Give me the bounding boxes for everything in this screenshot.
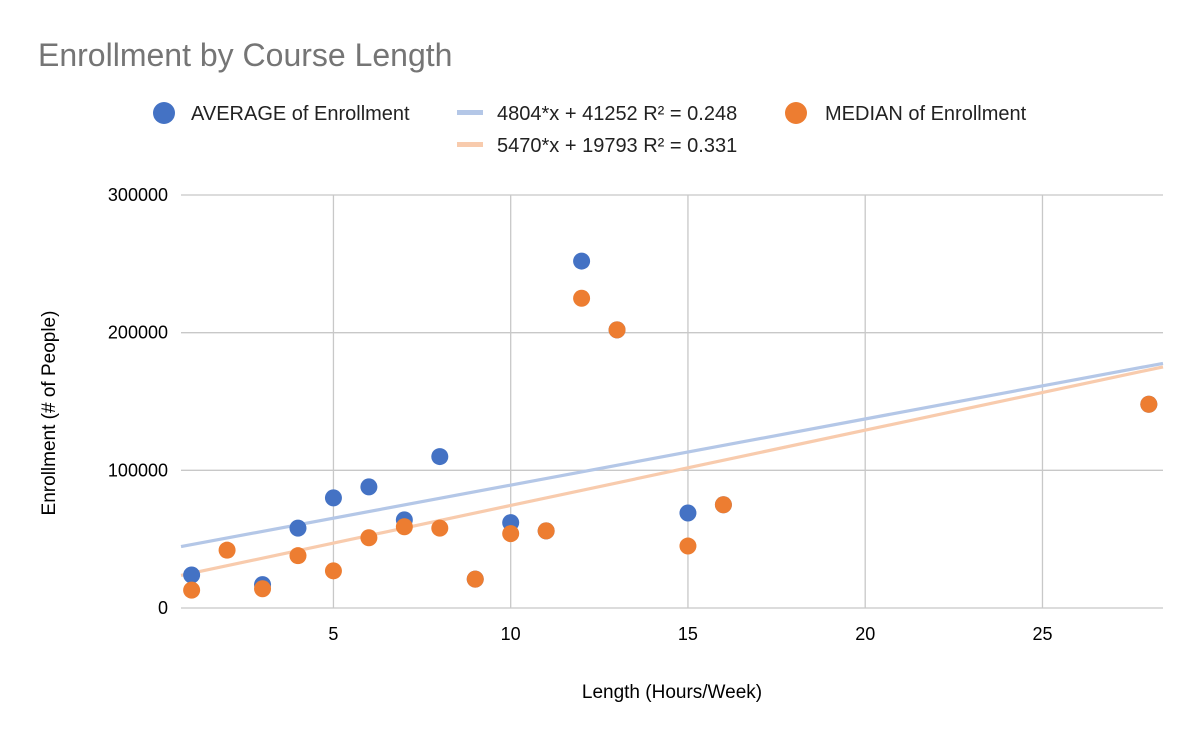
legend-trendline-median (457, 142, 483, 147)
median-point (502, 525, 520, 543)
trendlines (180, 361, 1164, 578)
median-point (218, 541, 236, 559)
median-point (183, 581, 201, 599)
median-point (537, 522, 555, 540)
legend-marker-median (785, 102, 807, 124)
x-tick-label: 25 (1032, 624, 1052, 644)
trendline-average (180, 361, 1164, 549)
x-tick-label: 10 (501, 624, 521, 644)
data-points (183, 252, 1158, 599)
legend-label-average: AVERAGE of Enrollment (191, 103, 410, 125)
median-point (466, 570, 484, 588)
median-point (714, 496, 732, 514)
average-point (431, 448, 449, 466)
average-point (289, 519, 307, 537)
grid (181, 194, 1163, 609)
legend-label-median: MEDIAN of Enrollment (825, 103, 1027, 125)
chart-title: Enrollment by Course Length (38, 37, 452, 73)
average-point (324, 489, 342, 507)
average-point (360, 478, 378, 496)
legend-marker-average (153, 102, 175, 124)
median-point (1140, 395, 1158, 413)
median-point (679, 537, 697, 555)
median-point (360, 529, 378, 547)
median-point (608, 321, 626, 339)
average-point (573, 252, 591, 270)
median-point (289, 547, 307, 565)
y-tick-label: 100000 (108, 460, 168, 480)
y-tick-label: 300000 (108, 185, 168, 205)
legend-label-trendline-average: 4804*x + 41252 R² = 0.248 (497, 103, 737, 125)
x-tick-label: 15 (678, 624, 698, 644)
y-tick-label: 0 (158, 598, 168, 618)
legend-trendline-average (457, 110, 483, 115)
tick-labels: 0 100000 200000 300000 5 10 15 20 25 (108, 185, 1053, 644)
median-point (431, 519, 449, 537)
median-point (324, 562, 342, 580)
median-point (395, 518, 413, 536)
legend-label-trendline-median: 5470*x + 19793 R² = 0.331 (497, 135, 737, 157)
median-point (254, 580, 272, 598)
x-tick-label: 5 (328, 624, 338, 644)
x-tick-label: 20 (855, 624, 875, 644)
median-point (573, 289, 591, 307)
legend: AVERAGE of Enrollment 4804*x + 41252 R² … (153, 102, 1027, 157)
y-axis-title: Enrollment (# of People) (39, 311, 60, 516)
average-point (183, 566, 201, 584)
y-tick-label: 200000 (108, 323, 168, 343)
trendline-median (180, 365, 1164, 578)
average-point (679, 504, 697, 522)
x-axis-title: Length (Hours/Week) (582, 682, 762, 703)
